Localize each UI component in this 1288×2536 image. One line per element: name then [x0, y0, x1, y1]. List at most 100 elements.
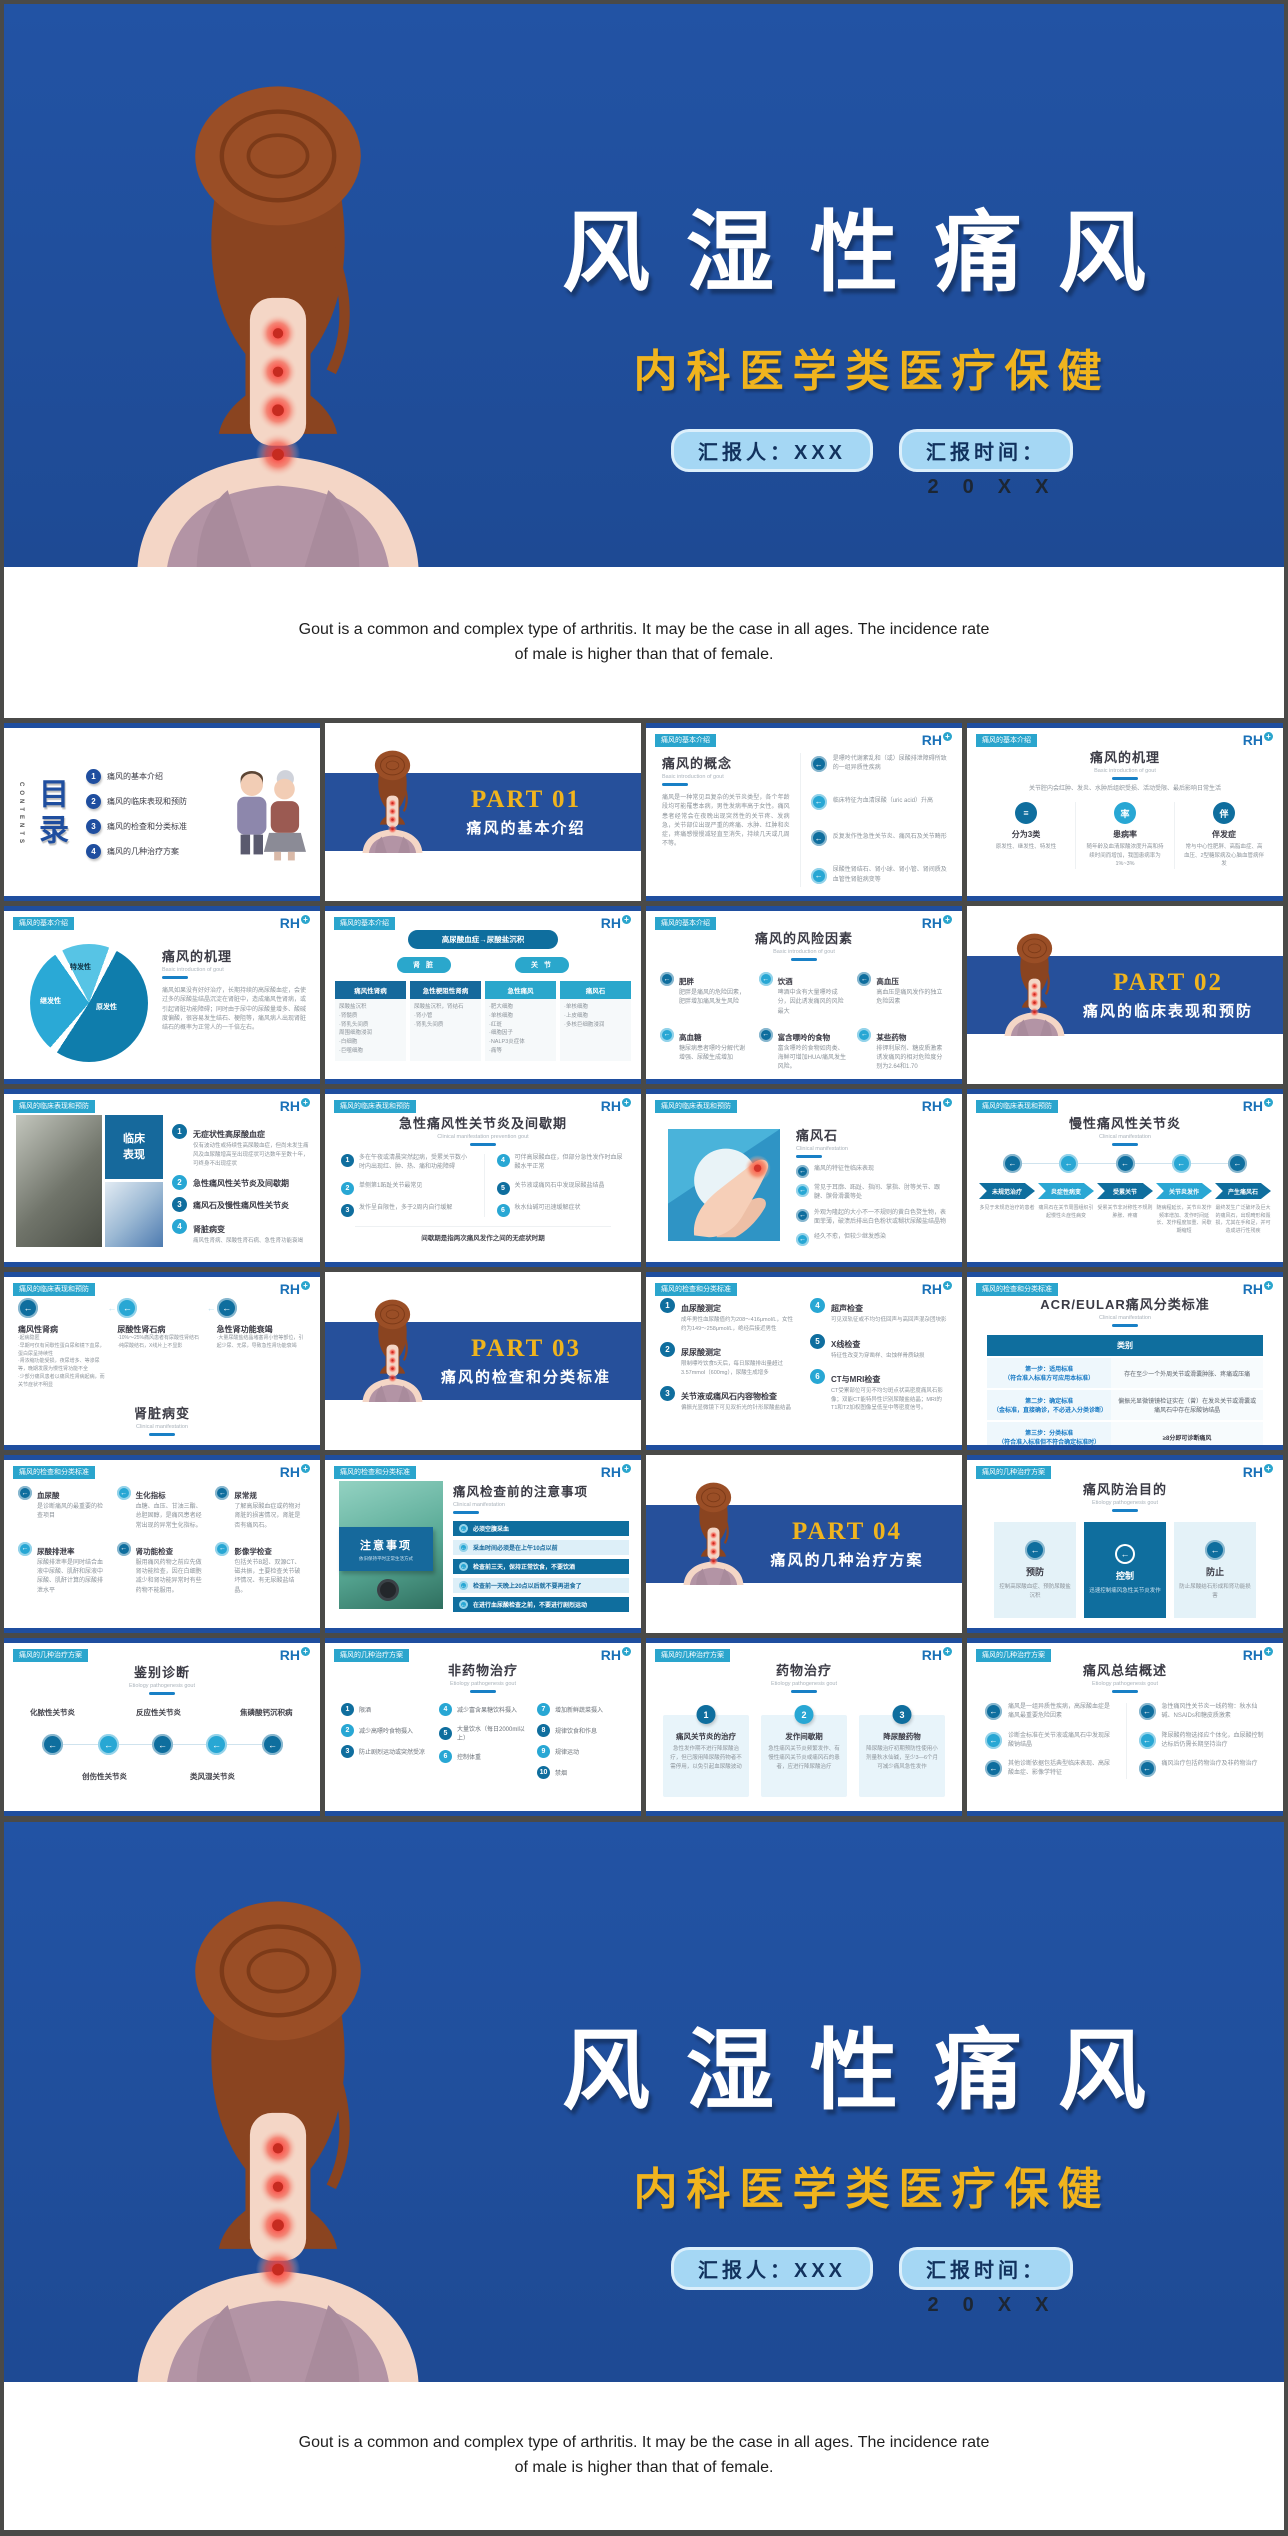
summary-bullet: ← 急性痛风性关节炎一线药物：秋水仙碱、NSAIDs和糖皮质激素 — [1138, 1703, 1266, 1722]
bullet-row: ← 临床特征为血清尿酸（uric acid）升高 — [810, 793, 950, 810]
accent-underline — [1112, 1143, 1138, 1146]
arrow-left-icon: ← — [116, 1541, 131, 1556]
quote-band-top: Gout is a common and complex type of art… — [4, 567, 1284, 718]
gout-intro-quote: Gout is a common and complex type of art… — [298, 2434, 990, 2476]
acute-item: 6 秋水仙碱可迅速缓解症状 — [496, 1203, 626, 1217]
plus-icon: + — [943, 1647, 952, 1656]
slide-heading: 急性痛风性关节炎及间歇期 — [398, 1116, 567, 1131]
cover-text-block: 风湿性痛风 内科医学类医疗保健 汇报人：XXX 汇报时间： 20XX — [472, 1822, 1272, 2382]
elderly-couple-illustration — [237, 770, 306, 861]
thumb-slide-tests[interactable]: 痛风的检查和分类标准 RH + 1 血尿酸测定 成年男性血尿酸值约为208～416μm… — [646, 1272, 962, 1450]
arrow-left-icon: ← — [459, 1543, 468, 1552]
slide-subtitle: Clinical manifestation — [136, 1424, 188, 1430]
bottom-bar — [4, 896, 320, 901]
cover-text-block: 风湿性痛风 内科医学类医疗保健 汇报人：XXX 汇报时间： 20XX — [472, 4, 1272, 567]
thumb-slide-clinical[interactable]: 痛风的临床表现和预防 RH + 临床 表现 1 无症状性高尿酸血症 仅有波动性或持续性… — [4, 1089, 320, 1267]
thumb-slide-risk-factors[interactable]: 痛风的基本介绍 RH + 痛风的风险因素 Basic introduction o… — [646, 906, 962, 1084]
cover-title: 风湿性痛风 — [561, 203, 1182, 302]
cover-title: 风湿性痛风 — [561, 2021, 1182, 2120]
diagram-node-joint: 关 节 — [515, 957, 569, 973]
tophi-bullet: ← 痛风的特征性临床表现 — [796, 1165, 950, 1178]
toc-item: 1 痛风的基本介绍 — [86, 769, 226, 784]
thumb-slide-concept[interactable]: 痛风的基本介绍 RH + 痛风的概念 Basic introduction of … — [646, 723, 962, 901]
diagram-col: 急性梗阻性肾病 尿酸盐沉积，肾结石 ·肾小管 ·肾乳头间质 — [410, 981, 481, 1061]
thumb-slide-tophi[interactable]: 痛风的临床表现和预防 RH + 痛风石 Clinical manifestatio… — [646, 1089, 962, 1267]
thumb-slide-prevention-goals[interactable]: 痛风的几种治疗方案 RH + 痛风防治目的 Etiology pathogenes… — [967, 1455, 1283, 1633]
plus-icon: + — [1264, 1098, 1273, 1107]
arrow-left-icon: ← — [796, 1233, 809, 1247]
arrow-left-icon: ← — [796, 1184, 809, 1197]
pie-label-idiopathic: 特发性 — [70, 964, 91, 971]
accent-underline — [1112, 1324, 1138, 1327]
etiology-pie-chart — [30, 944, 148, 1062]
test-item: 5 X线检查 特征性改变为穿凿样、虫蚀样骨质缺损 — [810, 1333, 948, 1361]
thumb-slide-drug-therapy[interactable]: 痛风的几种治疗方案 RH + 药物治疗 Etiology pathogenesis… — [646, 1638, 962, 1816]
arrow-left-icon: ← — [810, 793, 827, 810]
step-chevron: 未规范治疗 — [979, 1183, 1035, 1199]
arrow-left-icon: ← — [98, 1734, 119, 1755]
kidney-col: ← ← 尿酸性肾石病 ·10%～25%痛风患者有尿酸性肾结石 ·纯尿酸结石，X线片… — [117, 1298, 216, 1389]
plus-icon: + — [943, 915, 952, 924]
nondrug-item: 7 增加新鲜蔬菜摄入 — [537, 1703, 625, 1716]
arrow-left-icon: ← — [18, 1298, 38, 1318]
step-caption: 随病程延长，关节炎发作频率增加、发作时间延长、发作程度加重、间歇期缩短 — [1156, 1205, 1212, 1234]
kidney-col: ← 急性肾功能衰竭 ·大量尿酸盐结晶堵塞肾小管等部位，引起少尿、无尿，导致急性肾… — [216, 1298, 306, 1389]
gout-foot-illustration — [668, 1129, 780, 1241]
rh-logo: RH + — [922, 1098, 952, 1114]
accent-underline — [791, 1690, 817, 1693]
arrow-left-icon: ← — [1138, 1760, 1156, 1778]
thumb-slide-chronic-arthritis[interactable]: 痛风的临床表现和预防 RH + 慢性痛风性关节炎 Clinical manifes… — [967, 1089, 1283, 1267]
thumb-slide-precautions[interactable]: 痛风的检查和分类标准 RH + 注意事项 依旧保持平时正常生活方式 痛风检查前的注… — [325, 1455, 641, 1633]
clinical-item: 2 急性痛风性关节炎及间歇期 — [172, 1175, 310, 1191]
thumb-slide-summary[interactable]: 痛风的几种治疗方案 RH + 痛风总结概述 Etiology pathogenes… — [967, 1638, 1283, 1816]
toc-item: 3 痛风的检查和分类标准 — [86, 819, 226, 834]
risk-item: ← 某些药物 排钾利尿剂、糖皮质激素诱发痛风的相对危险度分别为2.64和1.70 — [857, 1027, 948, 1073]
thumb-slide-classification[interactable]: 痛风的检查和分类标准 RH + ACR/EULAR痛风分类标准 Clinical … — [967, 1272, 1283, 1450]
thumb-slide-part02[interactable]: PART 02 痛风的临床表现和预防 — [967, 906, 1283, 1084]
section-tag: 痛风的几种治疗方案 — [13, 1649, 88, 1662]
rh-logo: RH + — [1243, 1281, 1273, 1297]
nondrug-item: 9 规律运动 — [537, 1745, 625, 1758]
nondrug-item: 8 规律饮食和作息 — [537, 1724, 625, 1737]
slide-subtitle: Clinical manifestation — [453, 1502, 505, 1508]
slide-heading: 痛风检查前的注意事项 — [453, 1485, 589, 1499]
goal-box-avoid: ← 防止 防止尿酸结石形成和肾功能损害 — [1174, 1522, 1256, 1618]
thumb-slide-part04[interactable]: PART 04 痛风的几种治疗方案 — [646, 1455, 962, 1633]
part-band: PART 03 痛风的检查和分类标准 — [325, 1322, 641, 1400]
thumb-slide-differential[interactable]: 痛风的几种治疗方案 RH + 鉴别诊断 Etiology pathogenesis… — [4, 1638, 320, 1816]
thumb-slide-mechanism[interactable]: 痛风的基本介绍 RH + 痛风的机理 Basic introduction of … — [967, 723, 1283, 901]
rh-logo: RH + — [280, 1647, 310, 1663]
tophi-bullet: ← 常见于耳廓、跖趾、指间、掌指、肘等关节、跟腱、髌骨滑囊等处 — [796, 1184, 950, 1203]
thumb-slide-test-indicators[interactable]: 痛风的检查和分类标准 RH + ← 血尿酸 是诊断痛风的最重要的检查项目 ← 生化指标血… — [4, 1455, 320, 1633]
slide-heading: 痛风的风险因素 — [754, 931, 853, 946]
thumb-slide-kidney[interactable]: 痛风的临床表现和预防 RH + ← ← 痛风性肾病 ·起病隐匿 ·早期可仅有间歇性蛋… — [4, 1272, 320, 1450]
accent-underline — [162, 976, 188, 979]
thumb-slide-part01[interactable]: PART 01 痛风的基本介绍 — [325, 723, 641, 901]
thumb-slide-toc[interactable]: CONTENTS 目录 1 痛风的基本介绍 2 痛风的临床表现和预防 3 痛风的检查和… — [4, 723, 320, 901]
rate-icon: 率 — [1114, 802, 1136, 825]
nondrug-item: 5 大量饮水（每日2000ml以上） — [439, 1724, 527, 1742]
quote-band-bottom: Gout is a common and complex type of art… — [4, 2382, 1284, 2530]
clinical-photo-2 — [105, 1182, 163, 1247]
summary-bullet: ← 痛风是一组异质性疾病，高尿酸血症是痛风最重要危险因素 — [985, 1703, 1112, 1722]
thumb-slide-nondrug[interactable]: 痛风的几种治疗方案 RH + 非药物治疗 Etiology pathogenesi… — [325, 1638, 641, 1816]
number-badge: 4 — [86, 844, 101, 859]
precaution-bar: ← 检查前一天晚上20点以后就不要再进食了 — [453, 1578, 629, 1593]
rh-logo: RH + — [601, 1464, 631, 1480]
bullet-row: ← 反复发作性急性关节炎、痛风石及关节畸形 — [810, 830, 950, 847]
slide-subtitle: Basic introduction of gout — [1094, 768, 1156, 774]
section-tag: 痛风的基本介绍 — [655, 917, 716, 930]
step-caption: 受累关节非对称性不规则肿胀、疼痛 — [1097, 1205, 1153, 1219]
thumb-slide-acute-arthritis[interactable]: 痛风的临床表现和预防 RH + 急性痛风性关节炎及间歇期 Clinical man… — [325, 1089, 641, 1267]
arrow-left-icon: ← — [1115, 1154, 1135, 1173]
thumb-slide-mechanism-pie[interactable]: 痛风的基本介绍 RH + 原发性 继发性 特发性 痛风的机理 Basic intr… — [4, 906, 320, 1084]
doctor-photo: 注意事项 依旧保持平时正常生活方式 — [339, 1481, 443, 1609]
bullet-row: ← 是嘌呤代谢紊乱和（或）尿酸排泄障碍所致的一组异质性疾病 — [810, 755, 950, 774]
thumb-slide-pathway-diagram[interactable]: 痛风的基本介绍 RH + 高尿酸血症→尿酸盐沉积 肾 脏 关 节 痛风性肾病 尿酸盐… — [325, 906, 641, 1084]
thumb-slide-part03[interactable]: PART 03 痛风的检查和分类标准 — [325, 1272, 641, 1450]
woman-neck-pain-illustration — [56, 79, 500, 567]
arrow-left-icon: ← — [1003, 1154, 1022, 1173]
section-tag: 痛风的几种治疗方案 — [334, 1649, 409, 1662]
arrow-left-icon: ← — [660, 1027, 674, 1042]
step-caption: 多见于未规范治疗的患者 — [979, 1205, 1035, 1211]
